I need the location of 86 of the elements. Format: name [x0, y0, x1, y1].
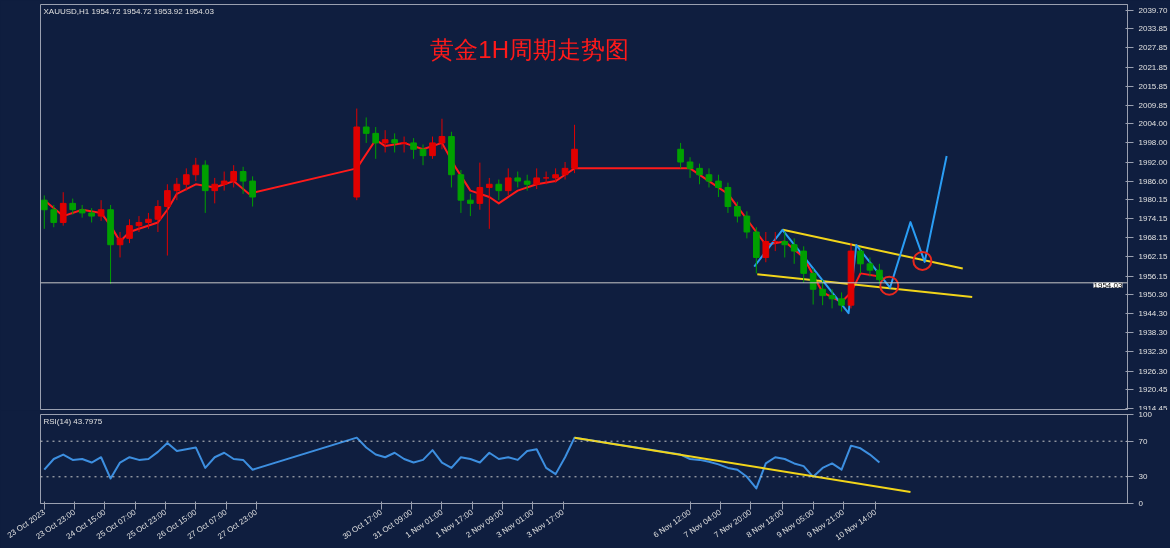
- candlestick: [838, 291, 845, 313]
- candlestick: [504, 167, 512, 196]
- candlestick: [467, 193, 474, 217]
- candlestick: [40, 194, 48, 230]
- annotation: XAUUSD,H1 1954.72 1954.72 1953.92 1954.03: [43, 6, 215, 16]
- candlestick: [192, 157, 200, 182]
- candlestick: [429, 136, 436, 160]
- candlestick: [686, 156, 694, 179]
- candlestick: [381, 129, 389, 153]
- candlestick: [154, 199, 162, 233]
- candlestick: [220, 171, 228, 192]
- annotation: RSI(14) 43.7975: [43, 416, 103, 426]
- candlestick: [715, 174, 722, 198]
- candlestick: [533, 167, 540, 190]
- candlestick: [182, 167, 190, 192]
- y-tick-label: 2009.85: [1138, 100, 1168, 110]
- candlestick: [800, 245, 808, 284]
- y-tick-label: 70: [1138, 436, 1148, 446]
- y-tick-label: 1986.00: [1138, 176, 1168, 186]
- y-tick-label: 1932.30: [1138, 347, 1168, 357]
- y-tick-label: 1926.30: [1138, 366, 1168, 376]
- candlestick: [438, 118, 446, 150]
- candlestick: [135, 215, 143, 233]
- candlestick: [485, 177, 493, 230]
- y-tick-label: 1992.00: [1138, 157, 1168, 167]
- candlestick: [734, 201, 741, 223]
- candlestick: [230, 164, 237, 188]
- candlestick: [724, 182, 732, 214]
- y-tick-label: 1950.30: [1138, 290, 1168, 300]
- y-tick-label: 2039.70: [1138, 5, 1168, 15]
- y-tick-label: 1956.15: [1138, 271, 1168, 281]
- candlestick: [866, 256, 874, 278]
- candlestick: [809, 268, 817, 306]
- candlestick: [400, 136, 408, 153]
- candlestick: [362, 116, 370, 144]
- candlestick: [762, 231, 770, 263]
- y-tick-label: 1944.30: [1138, 309, 1168, 319]
- y-tick-label: 1974.15: [1138, 214, 1168, 224]
- candlestick: [781, 231, 789, 258]
- y-tick-label: 100: [1138, 410, 1153, 419]
- y-tick-label: 1938.30: [1138, 328, 1168, 338]
- candlestick: [542, 171, 550, 185]
- y-tick-label: 2004.00: [1138, 119, 1168, 129]
- candlestick: [705, 167, 713, 188]
- candlestick: [571, 124, 578, 174]
- line-series: [753, 154, 948, 315]
- candlestick: [790, 237, 798, 265]
- y-tick-label: 30: [1138, 472, 1148, 482]
- candlestick: [50, 204, 58, 228]
- y-tick-label: 2033.85: [1138, 24, 1168, 34]
- candlestick: [476, 162, 484, 211]
- candlestick: [495, 179, 503, 201]
- candlestick: [819, 279, 826, 306]
- y-tick-label: 1980.15: [1138, 195, 1168, 205]
- candlestick: [857, 247, 864, 274]
- candlestick: [239, 166, 247, 195]
- candlestick: [173, 177, 181, 201]
- candlestick: [876, 263, 883, 285]
- candlestick: [561, 161, 569, 180]
- candlestick: [677, 142, 684, 169]
- candlestick: [743, 210, 751, 239]
- candlestick: [419, 144, 427, 166]
- candlestick: [372, 126, 380, 160]
- candlestick: [116, 231, 124, 258]
- candlestick: [126, 218, 133, 244]
- y-tick-label: 0: [1138, 499, 1144, 508]
- y-tick-label: 1920.45: [1138, 385, 1168, 395]
- ref-line-label: 1954.03: [1093, 280, 1123, 290]
- candlestick: [249, 175, 256, 208]
- text: 黄金1H周期走势图: [430, 35, 629, 63]
- candlestick: [696, 163, 703, 185]
- candlestick: [164, 183, 171, 257]
- candlestick: [211, 177, 219, 204]
- candlestick: [59, 191, 67, 227]
- y-tick-label: 1968.15: [1138, 233, 1168, 243]
- candlestick: [391, 132, 398, 153]
- candlestick: [828, 288, 836, 309]
- y-tick-label: 1998.00: [1138, 138, 1168, 148]
- y-tick-label: 2015.85: [1138, 81, 1168, 91]
- y-tick-label: 1914.45: [1138, 403, 1168, 413]
- y-tick-label: 2021.85: [1138, 62, 1168, 72]
- y-tick-label: 2027.85: [1138, 43, 1168, 53]
- y-tick-label: 1962.15: [1138, 252, 1168, 262]
- line-series: [43, 436, 881, 490]
- candlestick: [410, 137, 417, 160]
- candlestick: [97, 199, 105, 222]
